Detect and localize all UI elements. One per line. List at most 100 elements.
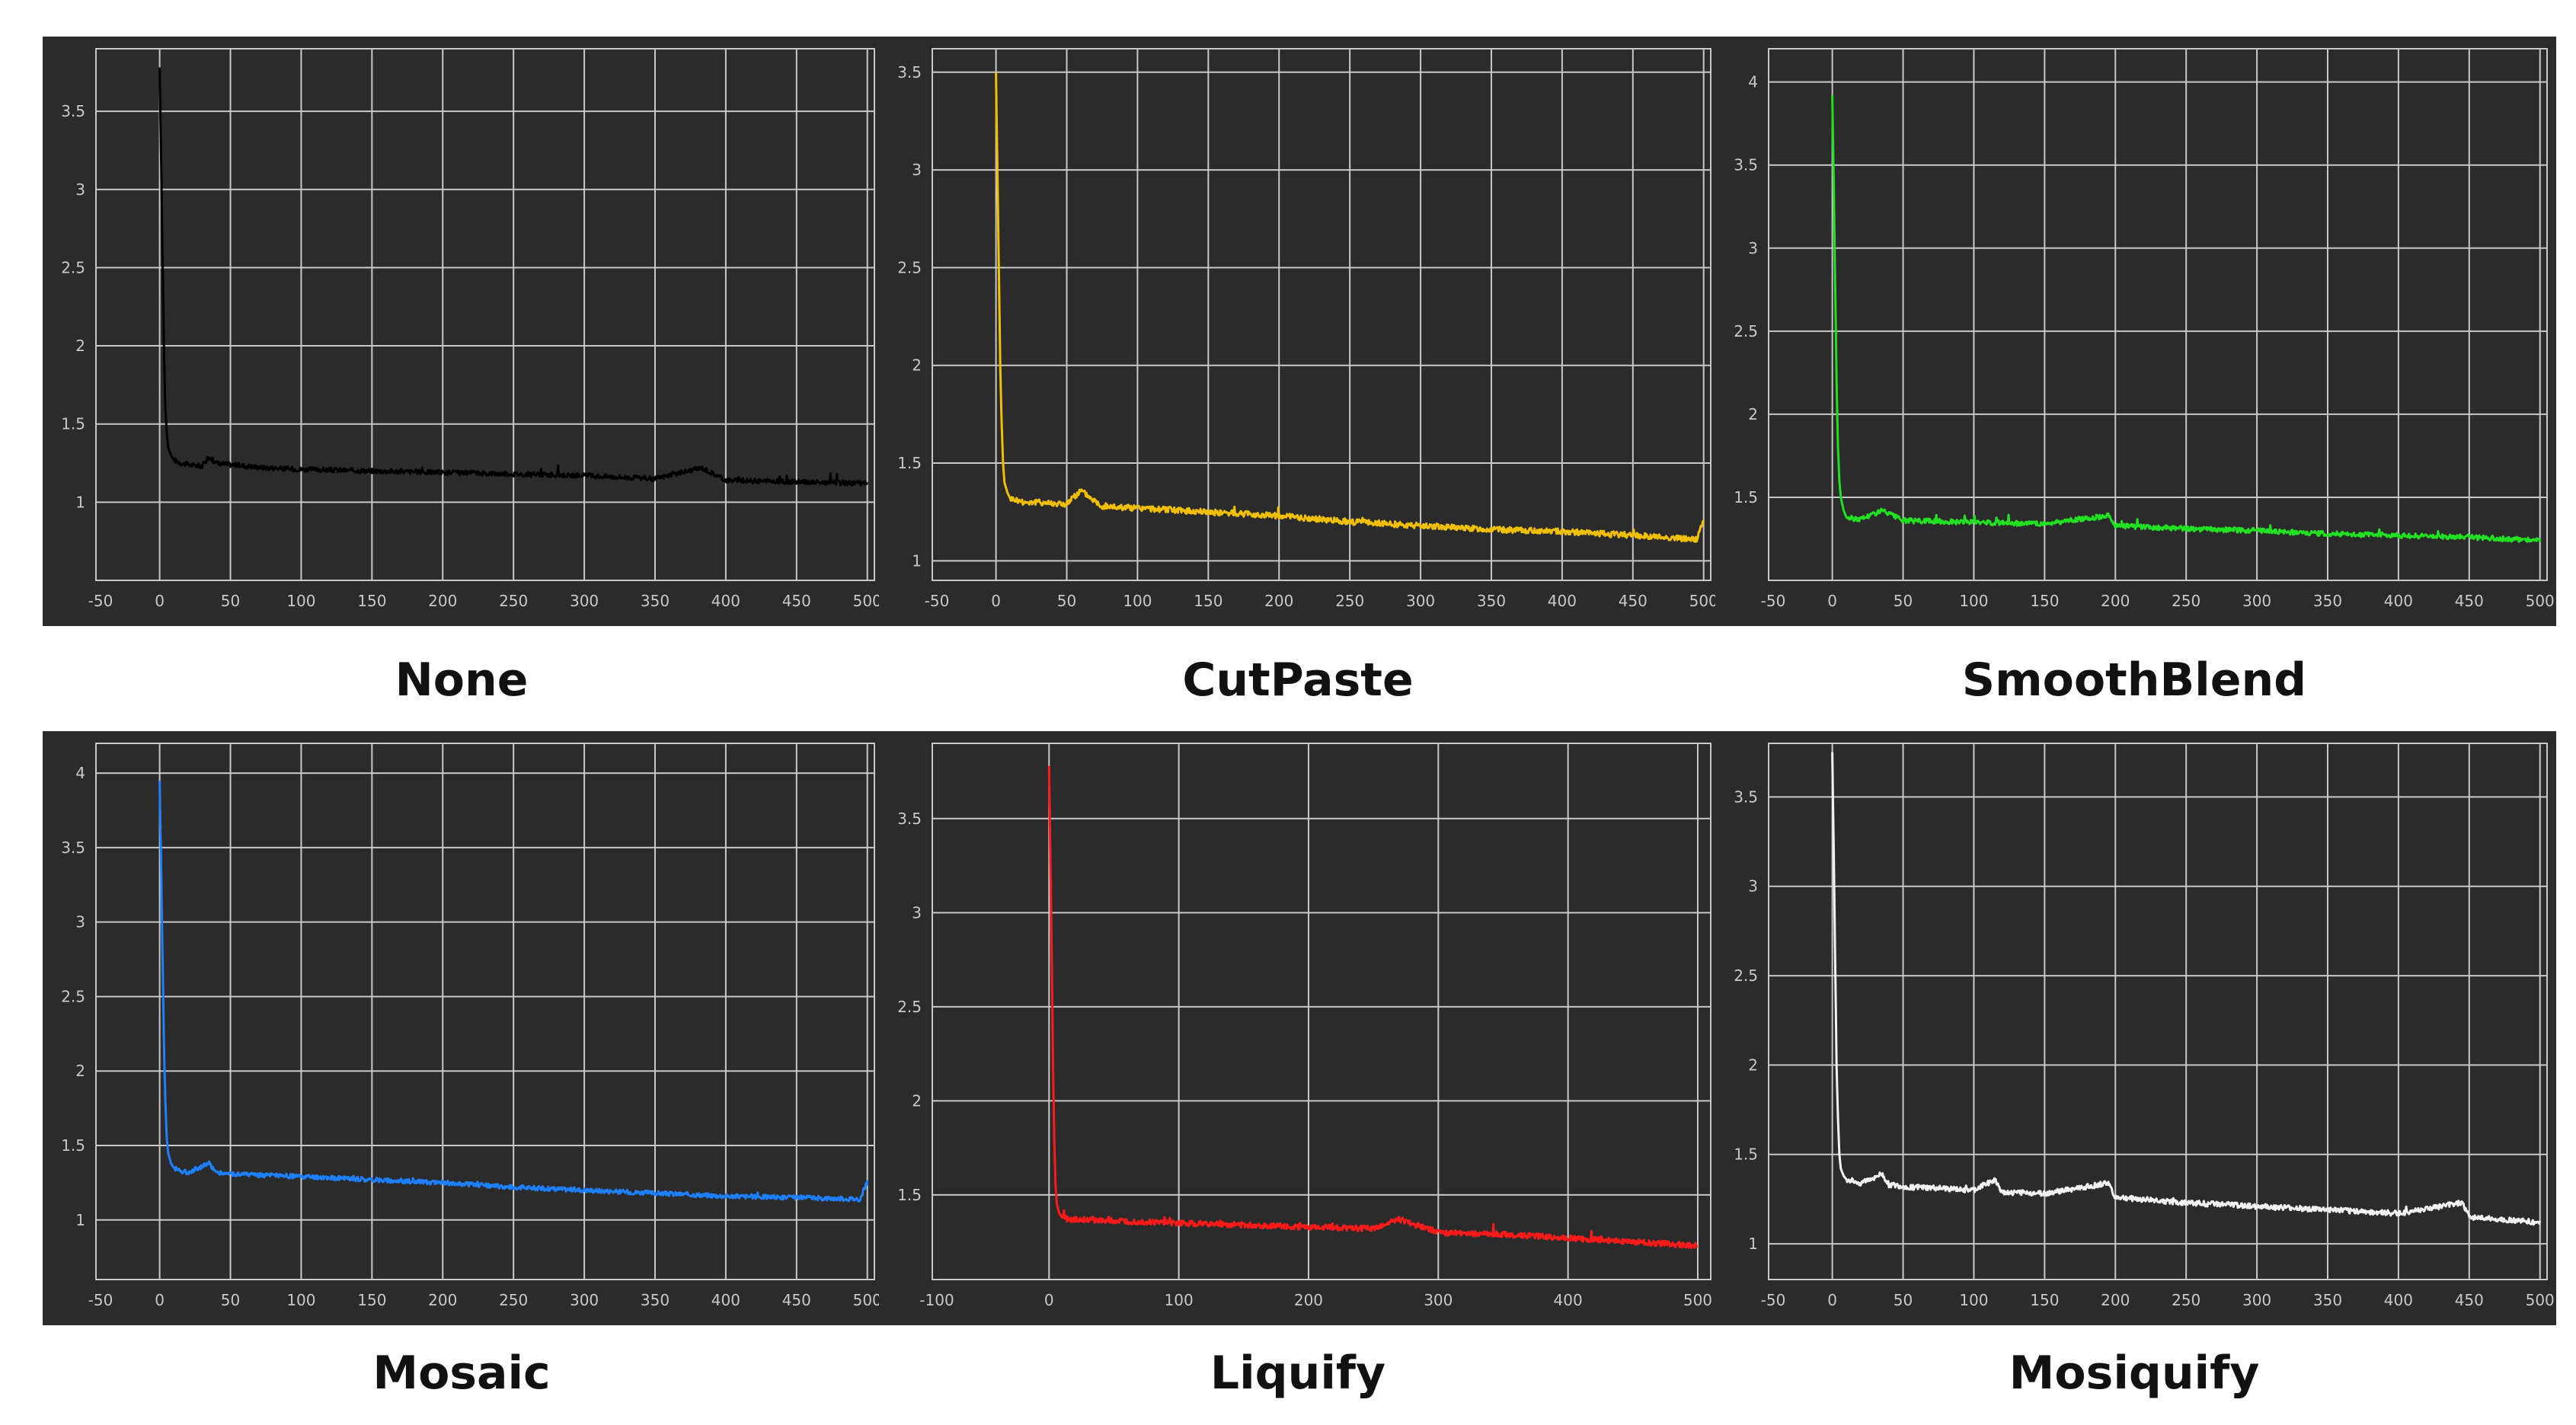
y-tick-label: 3 (912, 161, 922, 179)
x-tick-label: 100 (1959, 592, 1988, 610)
x-tick-label: 450 (1619, 592, 1648, 610)
y-tick-label: 3.5 (61, 839, 85, 857)
x-tick-label: 450 (2455, 592, 2484, 610)
x-tick-label: 100 (1123, 592, 1152, 610)
x-tick-label: 250 (2172, 1291, 2200, 1309)
y-tick-label: 2.5 (61, 258, 85, 276)
x-tick-label: 350 (2313, 1291, 2342, 1309)
plot-frame (95, 743, 875, 1280)
y-tick-label: 2 (912, 356, 922, 375)
y-tick-label: 3 (75, 181, 85, 199)
x-tick-label: 450 (782, 1291, 811, 1309)
x-tick-label: -50 (88, 592, 113, 610)
x-tick-label: 500 (853, 592, 882, 610)
x-tick-label: 500 (1689, 592, 1718, 610)
x-tick-label: 0 (991, 592, 1001, 610)
x-tick-label: -50 (88, 1291, 113, 1309)
plot-frame (932, 743, 1711, 1280)
y-tick-label: 1.5 (897, 1186, 922, 1204)
x-tick-label: 300 (2242, 592, 2271, 610)
y-tick-label: 2.5 (1734, 322, 1758, 340)
series-line-liquify (1047, 765, 1699, 1249)
x-tick-label: -50 (1761, 1291, 1786, 1309)
x-tick-label: 300 (1406, 592, 1435, 610)
y-tick-label: 2 (912, 1091, 922, 1110)
x-tick-label: 50 (1894, 592, 1913, 610)
x-tick-label: 350 (641, 1291, 670, 1309)
x-tick-label: 0 (1827, 592, 1837, 610)
x-tick-label: 100 (286, 1291, 315, 1309)
x-tick-label: 450 (2455, 1291, 2484, 1309)
y-tick-label: 2.5 (1734, 967, 1758, 985)
x-tick-label: 400 (711, 592, 740, 610)
chart-title-smoothblend: SmoothBlend (1961, 653, 2307, 707)
y-tick-label: 1.5 (1734, 1145, 1758, 1164)
y-tick-label: 2 (75, 1062, 85, 1080)
chart-svg-cutpaste: -50 0 50 100 150 200 250 300 350 400 450 500 1 1.5 2 2.… (897, 48, 1718, 610)
chart-svg-mosaic: -50 0 50 100 150 200 250 300 350 400 450 500 1 1.5 2 2.… (61, 743, 882, 1309)
chart-title-liquify: Liquify (1210, 1347, 1386, 1400)
x-tick-label: 500 (853, 1291, 882, 1309)
plot-frame (932, 48, 1711, 581)
y-tick-label: 2.5 (61, 987, 85, 1005)
y-tick-label: 1.5 (61, 1136, 85, 1155)
y-tick-label: 1.5 (1734, 488, 1758, 506)
y-tick-label: 1 (912, 551, 922, 570)
y-tick-label: 3 (75, 913, 85, 931)
x-tick-label: -50 (925, 592, 950, 610)
x-tick-label: 300 (2242, 1291, 2271, 1309)
x-tick-label: 500 (2526, 1291, 2555, 1309)
x-tick-label: 200 (428, 592, 457, 610)
x-tick-label: -100 (919, 1291, 954, 1309)
y-tick-label: 2 (1748, 405, 1758, 423)
x-tick-label: 350 (2313, 592, 2342, 610)
chart-panel-liquify: -100 0 100 200 300 400 500 1.5 2 2.5 3 3.5 (879, 731, 1720, 1325)
x-tick-label: 50 (221, 1291, 240, 1309)
x-tick-label: 300 (570, 1291, 599, 1309)
x-tick-label: 150 (1194, 592, 1222, 610)
y-tick-label: 1 (75, 1211, 85, 1229)
y-tick-label: 4 (75, 764, 85, 782)
x-tick-label: 150 (2030, 1291, 2059, 1309)
x-tick-label: 200 (2101, 1291, 2130, 1309)
plot-frame (95, 48, 875, 581)
x-tick-label: 400 (2384, 1291, 2413, 1309)
y-tick-label: 3 (912, 903, 922, 922)
x-tick-label: 400 (2384, 592, 2413, 610)
x-tick-label: 0 (1044, 1291, 1054, 1309)
x-tick-label: 400 (711, 1291, 740, 1309)
series-line-mosiquify (1831, 752, 2542, 1226)
y-tick-label: 3.5 (61, 102, 85, 120)
x-tick-label: 450 (782, 592, 811, 610)
x-tick-label: 0 (155, 592, 165, 610)
chart-svg-liquify: -100 0 100 200 300 400 500 1.5 2 2.5 3 3.5 (897, 743, 1712, 1309)
x-tick-label: 500 (2526, 592, 2555, 610)
x-tick-label: -50 (1761, 592, 1786, 610)
y-tick-label: 3 (1748, 239, 1758, 257)
y-tick-label: 1.5 (897, 454, 922, 472)
chart-title-cutpaste: CutPaste (1182, 653, 1414, 707)
chart-title-mosaic: Mosaic (372, 1347, 551, 1400)
x-tick-label: 400 (1548, 592, 1577, 610)
chart-panel-mosiquify: -50 0 50 100 150 200 250 300 350 400 450 500 1 1.5 2 2.… (1715, 731, 2556, 1325)
y-tick-label: 3.5 (1734, 788, 1758, 806)
y-tick-label: 2.5 (897, 998, 922, 1016)
x-tick-label: 250 (2172, 592, 2200, 610)
y-tick-label: 3.5 (1734, 156, 1758, 174)
x-tick-label: 400 (1554, 1291, 1583, 1309)
x-tick-label: 350 (1477, 592, 1506, 610)
chart-title-mosiquify: Mosiquify (2009, 1347, 2260, 1400)
y-tick-label: 4 (1748, 73, 1758, 91)
x-tick-label: 300 (570, 592, 599, 610)
x-tick-label: 0 (1827, 1291, 1837, 1309)
x-tick-label: 250 (499, 592, 528, 610)
plot-frame (1768, 48, 2548, 581)
x-tick-label: 250 (499, 1291, 528, 1309)
chart-panel-none: -50 0 50 100 150 200 250 300 350 400 450 500 1 1.5 2 2.… (43, 37, 884, 626)
x-tick-label: 0 (155, 1291, 165, 1309)
x-tick-label: 200 (1294, 1291, 1323, 1309)
y-tick-label: 3.5 (897, 810, 922, 828)
x-tick-label: 500 (1683, 1291, 1712, 1309)
y-tick-label: 1 (1748, 1235, 1758, 1253)
chart-panel-cutpaste: -50 0 50 100 150 200 250 300 350 400 450 500 1 1.5 2 2.… (879, 37, 1720, 626)
